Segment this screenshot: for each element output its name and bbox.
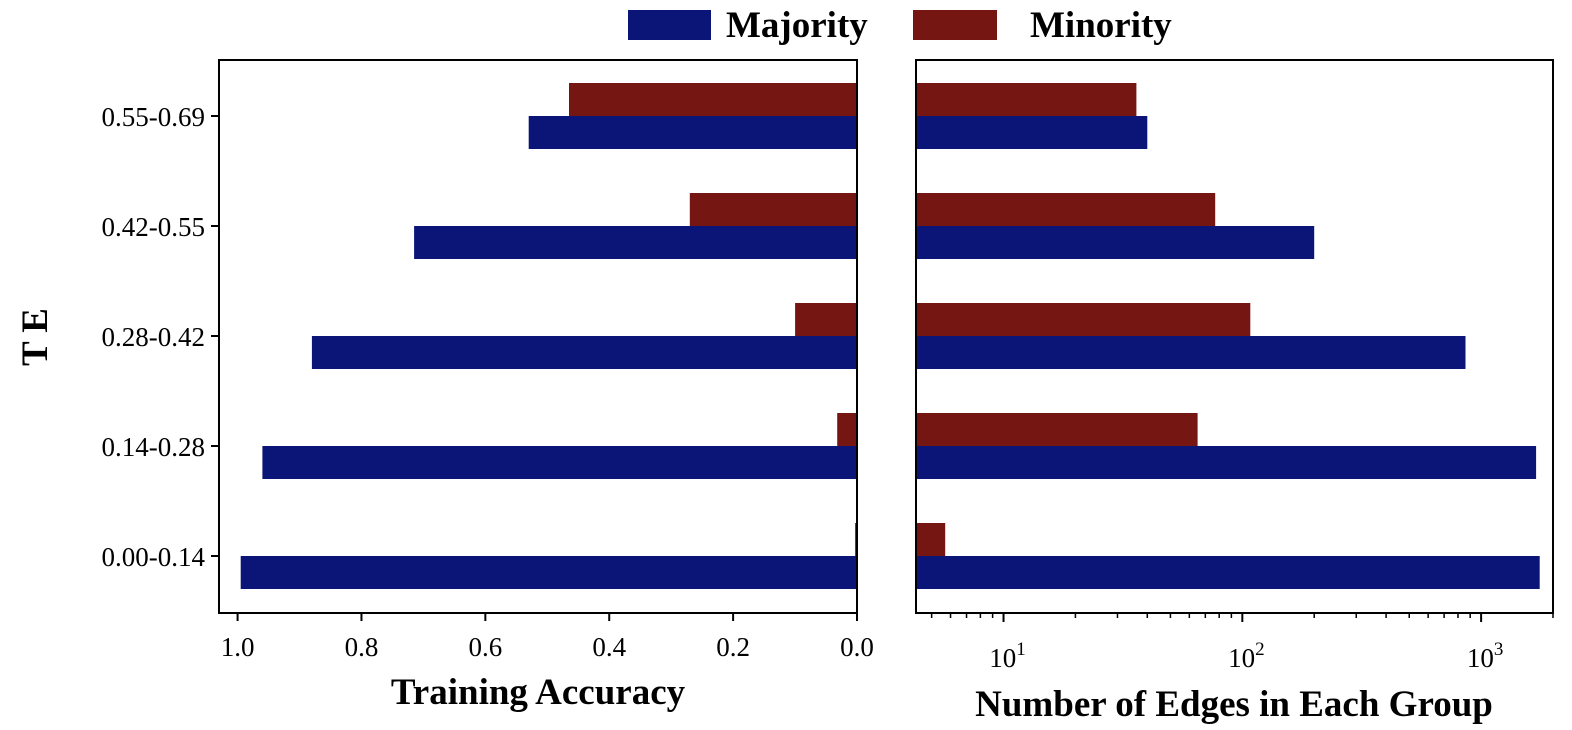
bar-accuracy-majority-1 [262,446,857,479]
y-tick-label-3: 0.42-0.55 [102,212,206,242]
y-tick-label-4: 0.55-0.69 [102,102,206,132]
y-tick-label-0: 0.00-0.14 [102,542,206,572]
bar-edges-majority-1 [916,446,1537,479]
x-tick-label-accuracy-2: 0.6 [468,632,502,662]
y-tick-label-2: 0.28-0.42 [102,322,206,352]
x-tick-label-accuracy-5: 0.0 [840,632,874,662]
panel-edge-counts: 101 102 103 [915,59,1554,673]
x-tick-label-edges-0: 101 [989,639,1026,673]
bar-edges-majority-4 [916,116,1148,149]
bar-edges-minority-2 [916,303,1251,336]
x-axis-title-training-accuracy: Training Accuracy [391,672,686,713]
bar-edges-minority-1 [916,413,1198,446]
x-tick-label-edges-1: 102 [1228,639,1265,673]
legend-label-majority: Majority [726,5,868,46]
bar-edges-majority-0 [916,556,1540,589]
legend-swatch-majority [628,10,711,40]
legend-swatch-minority [913,10,997,40]
bar-accuracy-majority-0 [240,556,857,589]
bar-edges-majority-3 [916,226,1315,259]
bar-edges-minority-0 [916,523,946,556]
bar-edges-minority-3 [916,193,1216,226]
bar-edges-majority-2 [916,336,1466,369]
bar-accuracy-minority-4 [569,83,857,116]
bar-accuracy-minority-3 [689,193,857,226]
bar-accuracy-minority-1 [837,413,857,446]
x-tick-label-accuracy-3: 0.4 [592,632,626,662]
legend: Majority Minority [628,5,1172,46]
x-tick-label-accuracy-4: 0.2 [716,632,750,662]
x-tick-label-accuracy-1: 0.8 [345,632,379,662]
bar-accuracy-majority-2 [311,336,857,369]
bar-accuracy-majority-4 [528,116,857,149]
x-tick-label-edges-2: 103 [1467,639,1504,673]
legend-label-minority: Minority [1030,5,1172,46]
panel-training-accuracy: 0.00-0.14 0.14-0.28 0.28-0.42 0.42-0.55 0.55… [102,59,874,662]
x-axis-title-edge-counts: Number of Edges in Each Group [975,684,1493,725]
bar-accuracy-majority-3 [414,226,857,259]
x-tick-label-accuracy-0: 1.0 [221,632,255,662]
plot-frame-edge-counts [915,59,1554,614]
y-axis-title: T E [15,308,56,366]
bar-accuracy-minority-2 [795,303,857,336]
bar-edges-minority-4 [916,83,1137,116]
y-tick-label-1: 0.14-0.28 [102,432,206,462]
